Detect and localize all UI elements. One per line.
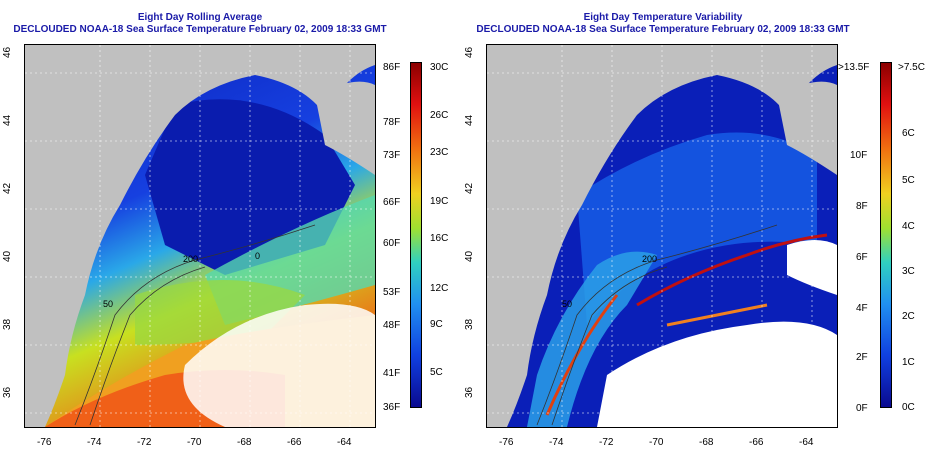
ytick: 46 xyxy=(2,46,13,58)
bathymetry-contours xyxy=(536,224,778,426)
graticule xyxy=(487,45,837,427)
cb-c-label: 19C xyxy=(430,196,449,207)
graticule xyxy=(25,45,375,427)
cb-c-label: 9C xyxy=(430,319,443,330)
cb-f-label: 4F xyxy=(856,303,868,314)
nova-scotia-land xyxy=(315,81,375,175)
xtick: -66 xyxy=(749,437,764,448)
left-sst-map: 200 50 0 xyxy=(24,44,376,428)
nova-scotia-land xyxy=(777,81,837,175)
contour-label-50: 50 xyxy=(103,299,113,309)
right-variability-map: 200 50 xyxy=(486,44,838,428)
cb-c-label: 30C xyxy=(430,62,449,73)
xtick: -64 xyxy=(799,437,814,448)
cb-c-label: 6C xyxy=(902,128,915,139)
cb-f-label: 41F xyxy=(383,368,401,379)
xtick: -68 xyxy=(237,437,252,448)
cb-f-label: 2F xyxy=(856,352,868,363)
cb-f-label: 36F xyxy=(383,402,401,413)
ytick: 46 xyxy=(464,46,475,58)
xtick: -74 xyxy=(549,437,564,448)
xtick: -64 xyxy=(337,437,352,448)
left-title-line2: DECLOUDED NOAA-18 Sea Surface Temperatur… xyxy=(13,24,387,35)
cb-c-label: 12C xyxy=(430,283,449,294)
cb-f-label: 73F xyxy=(383,150,401,161)
right-colorbar xyxy=(880,62,892,408)
contour-label-200: 200 xyxy=(642,254,657,264)
cb-c-label: 0C xyxy=(902,402,915,413)
cb-c-label: 5C xyxy=(430,367,443,378)
xtick: -70 xyxy=(649,437,664,448)
cb-c-label: 16C xyxy=(430,233,449,244)
cb-f-label: 10F xyxy=(850,150,868,161)
xtick: -66 xyxy=(287,437,302,448)
xtick: -76 xyxy=(37,437,52,448)
cloud-mask xyxy=(183,303,375,427)
ytick: 42 xyxy=(464,182,475,194)
cb-f-label: >13.5F xyxy=(838,62,870,73)
ytick: 36 xyxy=(2,386,13,398)
us-coast-land xyxy=(487,45,837,427)
cloud-mask xyxy=(597,321,837,427)
cb-f-label: 8F xyxy=(856,201,868,212)
ytick: 44 xyxy=(464,114,475,126)
right-title: Eight Day Temperature Variability DECLOU… xyxy=(463,12,863,36)
ytick: 36 xyxy=(464,386,475,398)
cb-f-label: 86F xyxy=(383,62,401,73)
cb-f-label: 6F xyxy=(856,252,868,263)
cb-f-label: 60F xyxy=(383,238,401,249)
xtick: -68 xyxy=(699,437,714,448)
left-title: Eight Day Rolling Average DECLOUDED NOAA… xyxy=(0,12,400,36)
cb-c-label: 4C xyxy=(902,221,915,232)
ytick: 40 xyxy=(2,250,13,262)
xtick: -76 xyxy=(499,437,514,448)
xtick: -74 xyxy=(87,437,102,448)
variability-shelf xyxy=(527,251,657,427)
cb-c-label: >7.5C xyxy=(898,62,925,73)
cloud-mask xyxy=(787,240,837,295)
ytick: 44 xyxy=(2,114,13,126)
cb-c-label: 3C xyxy=(902,266,915,277)
ytick: 38 xyxy=(464,318,475,330)
xtick: -70 xyxy=(187,437,202,448)
cb-f-label: 53F xyxy=(383,287,401,298)
cb-c-label: 1C xyxy=(902,357,915,368)
bathymetry-contours xyxy=(74,224,316,426)
right-title-line1: Eight Day Temperature Variability xyxy=(583,12,743,23)
ytick: 38 xyxy=(2,318,13,330)
xtick: -72 xyxy=(599,437,614,448)
cb-f-label: 0F xyxy=(856,403,868,414)
left-title-line1: Eight Day Rolling Average xyxy=(137,12,263,23)
right-title-line2: DECLOUDED NOAA-18 Sea Surface Temperatur… xyxy=(476,24,850,35)
variability-fronts xyxy=(545,233,828,416)
contour-label-50: 50 xyxy=(562,299,572,309)
ytick: 42 xyxy=(2,182,13,194)
cb-c-label: 2C xyxy=(902,311,915,322)
left-colorbar xyxy=(410,62,422,408)
contour-label-0: 0 xyxy=(255,251,260,261)
ytick: 40 xyxy=(464,250,475,262)
cb-f-label: 48F xyxy=(383,320,401,331)
cb-c-label: 23C xyxy=(430,147,449,158)
us-coast-land xyxy=(25,45,375,427)
cb-c-label: 26C xyxy=(430,110,449,121)
cb-c-label: 5C xyxy=(902,175,915,186)
cb-f-label: 78F xyxy=(383,117,401,128)
cb-f-label: 66F xyxy=(383,197,401,208)
xtick: -72 xyxy=(137,437,152,448)
contour-label-200: 200 xyxy=(183,254,198,264)
